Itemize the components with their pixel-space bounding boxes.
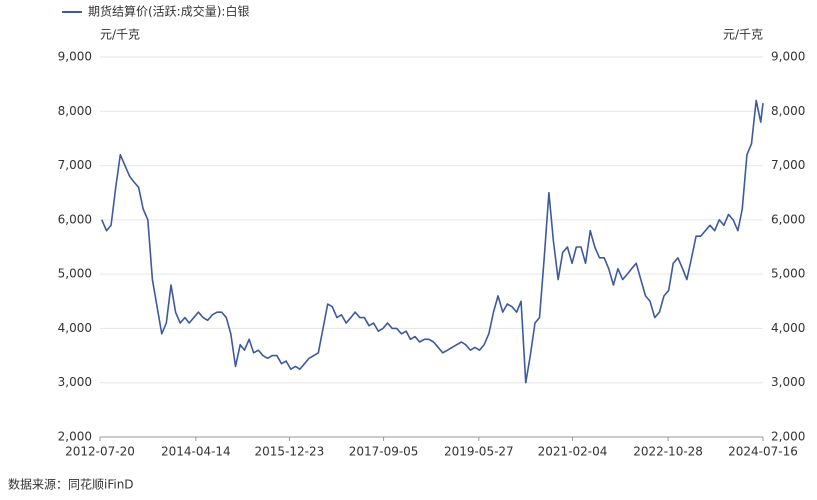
x-tick-label: 2012-07-20 xyxy=(65,445,135,459)
source: 数据来源：同花顺iFinD xyxy=(8,477,134,492)
x-tick-label: 2017-09-05 xyxy=(349,445,419,459)
x-tick-label: 2014-04-14 xyxy=(161,445,231,459)
y-tick-label: 9,000 xyxy=(58,50,92,64)
y-tick-label: 2,000 xyxy=(58,430,92,444)
y-tick-label: 3,000 xyxy=(58,375,92,389)
y2-tick-label: 2,000 xyxy=(771,430,805,444)
y2-tick-label: 5,000 xyxy=(771,267,805,281)
y2-tick-label: 9,000 xyxy=(771,50,805,64)
y-tick-label: 4,000 xyxy=(58,321,92,335)
x-tick-label: 2021-02-04 xyxy=(538,445,608,459)
y2-tick-label: 8,000 xyxy=(771,104,805,118)
x-tick-label: 2015-12-23 xyxy=(255,445,325,459)
x-tick-label: 2019-05-27 xyxy=(444,445,514,459)
y-tick-label: 5,000 xyxy=(58,267,92,281)
series-line xyxy=(101,99,764,384)
x-tick-label: 2024-07-16 xyxy=(728,445,798,459)
legend-label: 期货结算价(活跃:成交量):白银 xyxy=(88,4,249,19)
y2-tick-label: 4,000 xyxy=(771,321,805,335)
y-tick-label: 7,000 xyxy=(58,158,92,172)
y2-tick-label: 7,000 xyxy=(771,158,805,172)
y-tick-label: 8,000 xyxy=(58,104,92,118)
y2-tick-label: 6,000 xyxy=(771,212,805,226)
y2-unit: 元/千克 xyxy=(723,28,763,42)
y-tick-label: 6,000 xyxy=(58,212,92,226)
y-unit: 元/千克 xyxy=(100,28,140,42)
x-tick-label: 2022-10-28 xyxy=(633,445,703,459)
y2-tick-label: 3,000 xyxy=(771,375,805,389)
